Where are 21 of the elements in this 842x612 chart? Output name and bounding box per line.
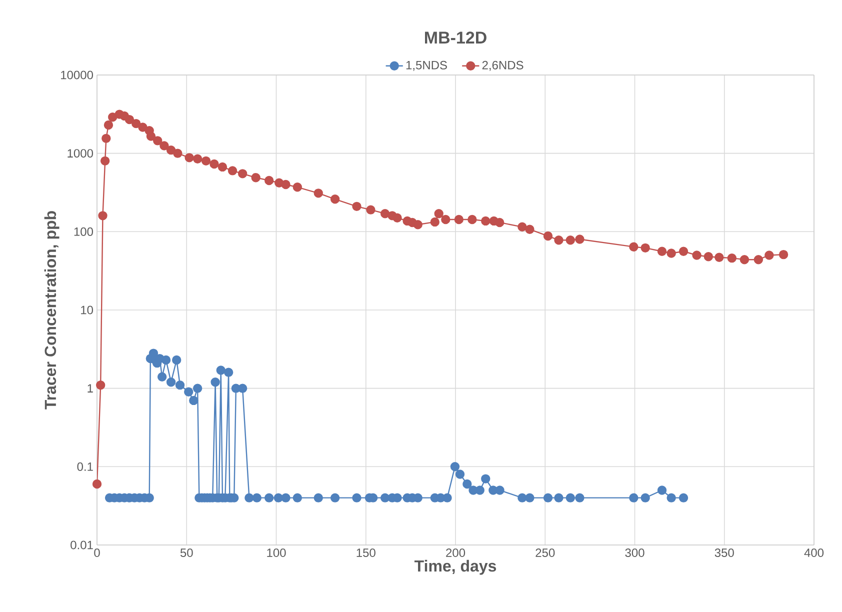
legend-label: 1,5NDS bbox=[406, 60, 447, 71]
x-tick-label: 300 bbox=[625, 548, 644, 558]
y-tick-label: 1 bbox=[88, 384, 93, 392]
x-tick-label: 250 bbox=[536, 548, 555, 558]
y-tick-label: 0.1 bbox=[77, 462, 93, 471]
legend-label: 2,6NDS bbox=[482, 60, 524, 71]
x-tick-label: 400 bbox=[804, 548, 824, 558]
y-tick-label: 10000 bbox=[61, 70, 94, 80]
y-tick-label: 0.01 bbox=[70, 540, 93, 550]
x-tick-label: 350 bbox=[714, 548, 734, 558]
x-tick-label: 100 bbox=[267, 548, 286, 558]
y-tick-label: 1000 bbox=[68, 149, 94, 158]
x-tick-label: 0 bbox=[94, 548, 100, 558]
x-tick-label: 150 bbox=[356, 548, 376, 558]
y-tick-label: 10 bbox=[81, 306, 94, 314]
x-axis-title: Time, days bbox=[414, 560, 496, 575]
chart-title: MB-12D bbox=[425, 32, 486, 44]
x-tick-label: 50 bbox=[180, 548, 193, 558]
y-axis-title: Tracer Concentration, ppb bbox=[44, 211, 60, 410]
x-tick-label: 200 bbox=[446, 548, 466, 558]
y-tick-label: 100 bbox=[74, 227, 94, 236]
